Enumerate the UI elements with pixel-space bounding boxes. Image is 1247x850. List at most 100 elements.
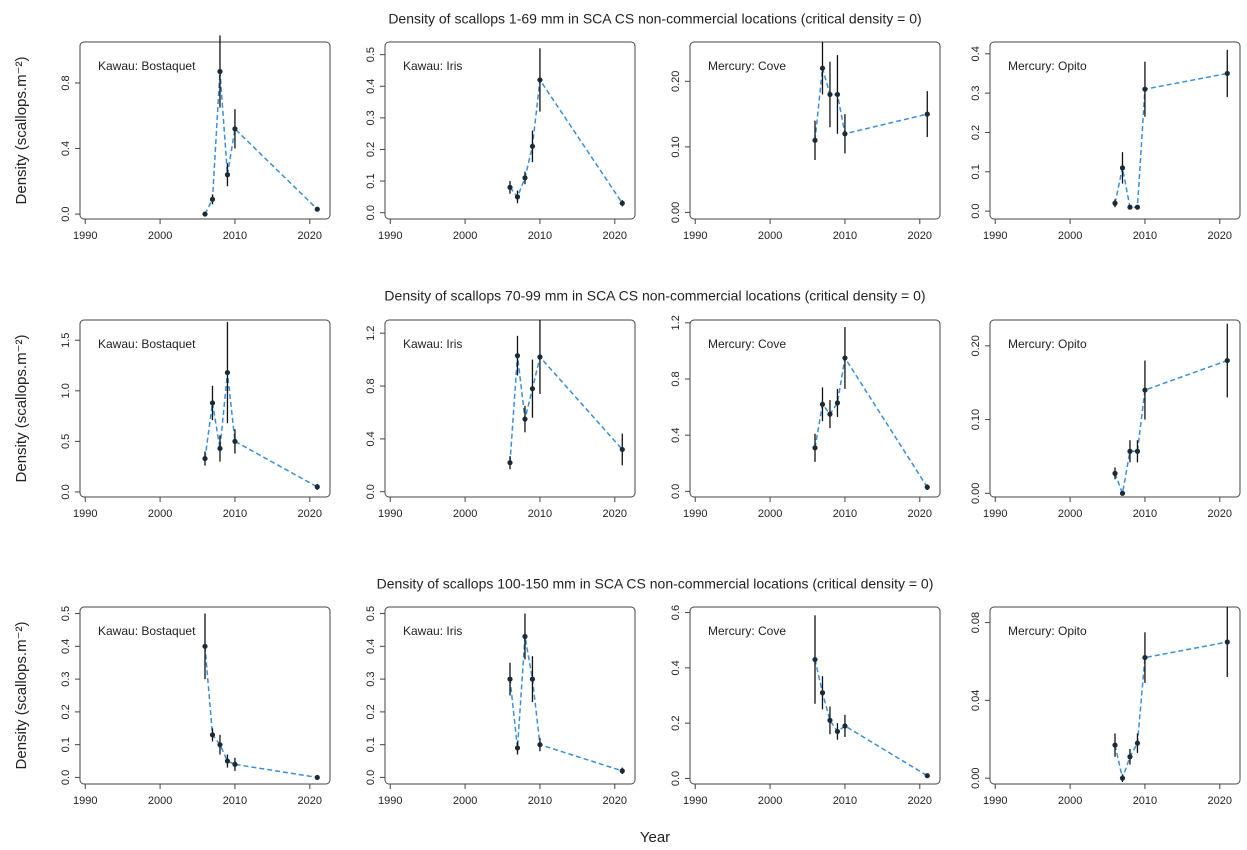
y-tick-label: 0.4 [670, 660, 682, 675]
y-tick-label: 0.1 [365, 173, 377, 188]
data-point [529, 386, 536, 392]
panel-label: Kawau: Iris [403, 337, 462, 351]
x-tick-label: 2010 [528, 795, 552, 807]
row-title: Density of scallops 1-69 mm in SCA CS no… [388, 11, 921, 27]
plot-frame [79, 41, 331, 220]
plot-frame [79, 319, 331, 498]
data-point [1142, 86, 1148, 92]
data-point [209, 196, 216, 202]
plot-frame [689, 41, 941, 220]
data-point [812, 445, 818, 451]
data-point [537, 354, 543, 360]
y-tick-label: 0.4 [365, 431, 377, 446]
data-point [522, 416, 528, 422]
x-tick-label: 2000 [148, 508, 172, 520]
panel-label: Mercury: Opito [1008, 337, 1087, 351]
y-tick-label: 0.0 [365, 484, 377, 499]
y-tick-label: 0.8 [60, 75, 72, 90]
data-point [507, 460, 513, 466]
y-axis-label: Density (scallops.m⁻²) [13, 57, 30, 205]
y-tick-label: 0.8 [670, 371, 682, 386]
data-point [1119, 775, 1126, 781]
y-tick-label: 0.0 [365, 205, 377, 220]
x-tick-label: 2020 [603, 795, 627, 807]
data-point [924, 111, 930, 117]
y-tick-label: 0.4 [365, 79, 377, 94]
x-tick-label: 2000 [453, 795, 477, 807]
y-tick-label: 0.2 [670, 716, 682, 731]
data-point [507, 676, 513, 682]
y-tick-label: 0.5 [60, 434, 72, 449]
x-tick-label: 2000 [453, 230, 477, 242]
y-tick-label: 0.4 [970, 46, 982, 61]
x-tick-label: 2010 [833, 795, 857, 807]
panel-label: Kawau: Bostaquet [98, 337, 196, 351]
data-point [1224, 639, 1230, 645]
y-tick-label: 0.10 [670, 136, 682, 157]
x-tick-label: 1990 [683, 508, 707, 520]
plot-frame [384, 41, 636, 220]
x-tick-label: 2010 [833, 230, 857, 242]
data-point [1112, 470, 1118, 476]
series-line [814, 659, 928, 777]
data-point [827, 411, 833, 417]
y-tick-label: 0.08 [970, 612, 982, 633]
y-tick-label: 0.4 [60, 141, 72, 156]
data-point [217, 68, 223, 75]
data-point [537, 742, 543, 748]
data-point [209, 732, 216, 738]
x-tick-label: 2010 [1133, 508, 1157, 520]
panel-label: Kawau: Iris [403, 59, 462, 73]
data-point [827, 717, 833, 723]
y-tick-label: 0.0 [60, 484, 72, 499]
y-tick-label: 1.5 [60, 333, 72, 348]
y-tick-label: 0.3 [365, 671, 377, 686]
x-tick-label: 2010 [833, 508, 857, 520]
plot-frame [689, 606, 941, 785]
y-tick-label: 0.00 [970, 767, 982, 788]
x-tick-label: 2020 [603, 508, 627, 520]
data-point [224, 758, 231, 764]
x-tick-label: 2010 [223, 508, 247, 520]
x-tick-label: 2020 [908, 230, 932, 242]
x-tick-label: 2010 [223, 795, 247, 807]
x-tick-label: 1990 [378, 508, 402, 520]
data-point [217, 445, 223, 452]
x-tick-label: 2000 [758, 230, 782, 242]
x-tick-label: 2000 [1058, 230, 1082, 242]
y-tick-label: 0.10 [970, 409, 982, 430]
y-tick-label: 0.1 [365, 737, 377, 752]
data-point [619, 200, 625, 206]
plot-frame [989, 606, 1241, 785]
y-tick-label: 0.2 [60, 704, 72, 719]
data-point [202, 211, 208, 217]
y-tick-label: 0.0 [60, 770, 72, 785]
y-tick-label: 1.2 [365, 326, 377, 341]
data-point [834, 91, 841, 98]
panel-label: Kawau: Bostaquet [98, 59, 196, 73]
x-tick-label: 1990 [73, 795, 97, 807]
y-tick-label: 1.0 [60, 383, 72, 398]
x-tick-label: 2020 [1208, 230, 1232, 242]
data-point [224, 172, 231, 178]
y-tick-label: 0.2 [365, 142, 377, 157]
data-point [819, 690, 826, 696]
y-tick-label: 0.20 [970, 335, 982, 356]
plot-frame [989, 319, 1241, 498]
series-line [1114, 641, 1228, 781]
x-tick-label: 2020 [603, 230, 627, 242]
y-tick-label: 0.6 [670, 605, 682, 620]
x-tick-label: 2010 [223, 230, 247, 242]
data-point [1127, 754, 1133, 760]
data-point [924, 484, 930, 490]
y-tick-label: 0.0 [60, 206, 72, 221]
series-line [204, 71, 318, 215]
data-point [1134, 448, 1141, 454]
data-point [314, 484, 320, 490]
data-point [842, 723, 848, 729]
data-point [1224, 70, 1230, 77]
data-point [812, 656, 818, 663]
data-point [1142, 654, 1148, 661]
x-tick-label: 2010 [1133, 230, 1157, 242]
